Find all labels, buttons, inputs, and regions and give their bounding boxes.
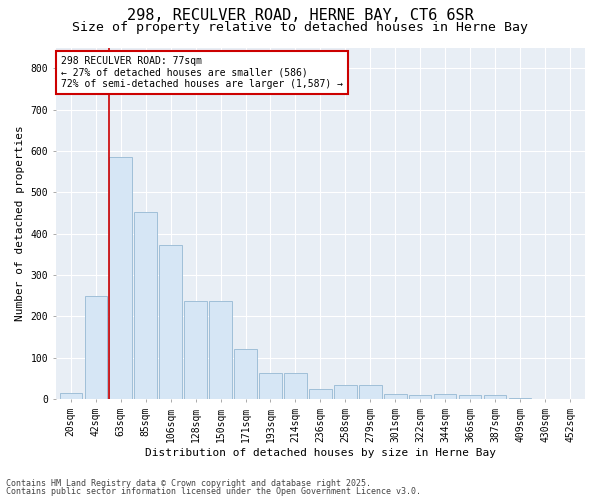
Text: 298, RECULVER ROAD, HERNE BAY, CT6 6SR: 298, RECULVER ROAD, HERNE BAY, CT6 6SR [127,8,473,22]
Bar [284,373,307,399]
Bar [85,296,107,399]
Bar [134,212,157,399]
Text: Size of property relative to detached houses in Herne Bay: Size of property relative to detached ho… [72,21,528,34]
Bar [184,301,207,399]
X-axis label: Distribution of detached houses by size in Herne Bay: Distribution of detached houses by size … [145,448,496,458]
Bar [409,395,431,399]
Bar [334,384,356,399]
Bar [259,373,282,399]
Bar [59,393,82,399]
Bar [359,384,382,399]
Bar [459,395,481,399]
Bar [234,350,257,399]
Y-axis label: Number of detached properties: Number of detached properties [15,126,25,321]
Bar [384,394,407,399]
Text: 298 RECULVER ROAD: 77sqm
← 27% of detached houses are smaller (586)
72% of semi-: 298 RECULVER ROAD: 77sqm ← 27% of detach… [61,56,343,90]
Text: Contains public sector information licensed under the Open Government Licence v3: Contains public sector information licen… [6,487,421,496]
Bar [309,388,332,399]
Bar [509,398,532,399]
Bar [209,301,232,399]
Bar [434,394,457,399]
Bar [160,245,182,399]
Bar [109,156,132,399]
Text: Contains HM Land Registry data © Crown copyright and database right 2025.: Contains HM Land Registry data © Crown c… [6,478,371,488]
Bar [484,395,506,399]
